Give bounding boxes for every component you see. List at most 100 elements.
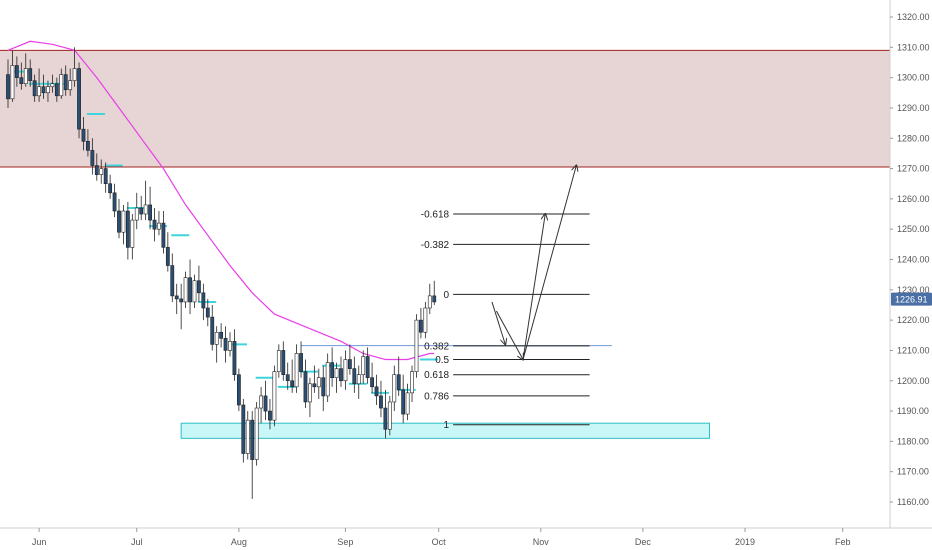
- y-tick-label: 1230.00: [897, 285, 930, 295]
- candle-body: [134, 207, 139, 221]
- candle-body: [54, 83, 59, 97]
- candle-body: [46, 86, 50, 94]
- y-tick-label: 1190.00: [897, 406, 929, 416]
- candle-body: [263, 395, 268, 412]
- candle-body: [188, 277, 192, 303]
- candle-body: [197, 280, 201, 294]
- candle-body: [23, 68, 28, 84]
- y-tick-label: 1200.00: [897, 376, 930, 386]
- projection-arrow: [491, 301, 505, 344]
- last-price-label: 1226.91: [895, 294, 928, 304]
- candle-body: [387, 401, 392, 430]
- candle-body: [316, 377, 321, 388]
- x-tick-label: Sep: [337, 537, 353, 547]
- y-tick-label: 1270.00: [897, 164, 930, 174]
- y-tick-label: 1180.00: [897, 436, 929, 446]
- projection-arrow: [495, 310, 523, 360]
- candle-body: [165, 247, 170, 266]
- candle-body: [383, 407, 388, 430]
- candle-body: [361, 356, 366, 375]
- candle-body: [294, 353, 299, 388]
- candle-body: [245, 419, 250, 454]
- candle-body: [414, 319, 419, 372]
- candle-body: [325, 362, 330, 397]
- y-tick-label: 1240.00: [897, 255, 930, 265]
- candle-body: [205, 307, 210, 318]
- fib-level-label: -0.382: [421, 240, 450, 251]
- candle-body: [423, 307, 428, 333]
- candle-body: [223, 338, 228, 351]
- candle-body: [201, 292, 206, 309]
- fib-level-label: 1: [444, 420, 450, 431]
- candle-body: [117, 210, 121, 233]
- candle-body: [236, 374, 241, 406]
- candle-body: [232, 341, 237, 375]
- x-tick-label: Feb: [835, 537, 851, 547]
- candle-body: [285, 374, 290, 382]
- candle-body: [130, 219, 135, 248]
- candle-body: [392, 374, 397, 403]
- candle-body: [299, 353, 303, 372]
- x-tick-label: Jun: [32, 537, 47, 547]
- candle-body: [427, 295, 432, 309]
- candle-body: [210, 316, 215, 345]
- candle-body: [59, 74, 64, 97]
- candle-body: [334, 368, 339, 379]
- x-tick-label: Oct: [432, 537, 447, 547]
- candle-body: [174, 295, 179, 300]
- fib-level-label: 0.5: [435, 355, 449, 366]
- candle-body: [321, 377, 326, 397]
- candle-body: [112, 192, 117, 212]
- candle-body: [405, 392, 410, 415]
- y-tick-label: 1300.00: [897, 73, 930, 83]
- y-tick-label: 1250.00: [897, 224, 930, 234]
- candle-body: [370, 377, 374, 388]
- moving-average-layer: [7, 40, 435, 361]
- candle-body: [72, 68, 77, 81]
- candle-body: [103, 168, 108, 185]
- fib-level-label: 0: [444, 290, 450, 301]
- candle-body: [347, 359, 352, 369]
- candle-body: [90, 150, 95, 166]
- candle-body: [419, 319, 423, 333]
- candle-body: [68, 80, 73, 91]
- candle-body: [28, 68, 33, 81]
- candle-body: [32, 80, 37, 97]
- candle-body: [259, 395, 263, 409]
- x-tick-label: Jul: [131, 537, 143, 547]
- y-tick-label: 1290.00: [897, 103, 930, 113]
- x-tick-label: Aug: [231, 537, 247, 547]
- fib-level-label: 0.618: [424, 370, 449, 381]
- moving-average-line: [7, 40, 435, 361]
- candle-body: [374, 386, 379, 397]
- y-tick-label: 1280.00: [897, 133, 930, 143]
- candle-body: [157, 222, 161, 230]
- support-zone: [180, 422, 711, 439]
- candle-body: [343, 359, 348, 382]
- candle-body: [410, 371, 414, 394]
- x-tick-label: Dec: [635, 537, 652, 547]
- y-tick-label: 1220.00: [897, 315, 930, 325]
- candle-body: [219, 331, 224, 339]
- candle-body: [41, 86, 46, 94]
- candle-body: [77, 68, 81, 130]
- fibonacci-layer: -0.618 -0.382 0 0.382 0.5 0.618 0.786 1: [421, 210, 590, 431]
- candle-body: [352, 368, 357, 385]
- candle-body: [312, 383, 317, 388]
- candle-body: [86, 140, 90, 151]
- candle-body: [14, 65, 19, 78]
- candle-body: [139, 207, 144, 215]
- candle-body: [81, 128, 86, 142]
- candle-body: [179, 298, 184, 303]
- candles-layer: [6, 47, 437, 499]
- candle-body: [365, 356, 370, 379]
- candle-body: [99, 168, 104, 175]
- candle-body: [401, 389, 406, 415]
- candle-body: [10, 65, 15, 100]
- candle-body: [170, 265, 175, 297]
- candle-body: [432, 295, 437, 303]
- candle-body: [143, 204, 148, 215]
- y-tick-label: 1260.00: [897, 194, 930, 204]
